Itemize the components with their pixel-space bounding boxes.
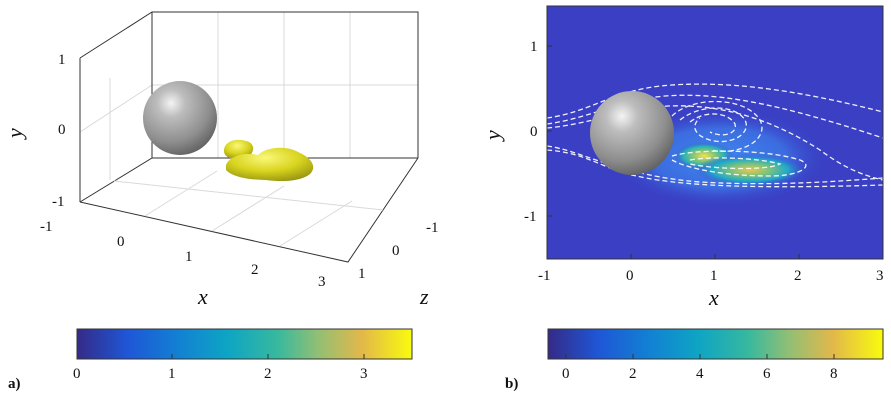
panel-b-ylabel: y: [480, 130, 505, 142]
panel-b-colorbar: [547, 328, 884, 360]
panel-a-cbar-tick-2: 1: [168, 366, 176, 382]
panel-b-cbar-tick-5: 8: [830, 366, 838, 382]
panel-a-ytick-2: 0: [58, 122, 66, 138]
panel-b-heatmap: 1 0 -1 y -1 0 1 2 3 x 0 2 4 6 8 b): [480, 5, 884, 392]
panel-a-isosurface: [224, 139, 314, 182]
panel-b-xtick-5: 3: [876, 268, 884, 284]
panel-b-cbar-tick-2: 2: [629, 366, 637, 382]
panel-a-xtick-1: -1: [40, 219, 53, 235]
panel-b-xtick-2: 0: [626, 268, 634, 284]
panel-a-zlabel: z: [419, 284, 429, 309]
panel-a-colorbar-ticks: [76, 354, 365, 359]
panel-b-cbar-tick-3: 4: [696, 366, 704, 382]
panel-a-xtick-4: 2: [251, 262, 259, 278]
panel-b-hotspot-2: [695, 154, 805, 186]
panel-b-ytick-3: -1: [524, 209, 537, 225]
panel-b-ytick-1: 1: [530, 39, 538, 55]
panel-a-sphere: [143, 81, 217, 155]
panel-a-3d-plot: 1 0 -1 y -1 0 1 2 3 x -1 0 1 z 0 1 2 3 a…: [2, 11, 439, 392]
panel-b-ytick-2: 0: [530, 124, 538, 140]
panel-a-colorbar: [76, 328, 413, 360]
panel-a-ylabel: y: [2, 128, 27, 140]
panel-a-xtick-2: 0: [117, 234, 125, 250]
panel-a-ztick-1: -1: [426, 220, 439, 236]
panel-a-ztick-3: 1: [358, 266, 366, 282]
panel-b-sphere: [590, 91, 674, 175]
panel-a-cbar-tick-3: 2: [264, 366, 272, 382]
panel-a-cbar-tick-1: 0: [73, 366, 81, 382]
panel-a-ztick-2: 0: [392, 243, 400, 259]
panel-a-xtick-5: 3: [318, 274, 326, 290]
panel-b-label: b): [505, 376, 518, 392]
panel-a-xtick-3: 1: [185, 249, 193, 265]
panel-b-xtick-1: -1: [538, 268, 551, 284]
panel-a-box-frame: [79, 11, 419, 263]
panel-a-xlabel: x: [197, 284, 208, 309]
panel-b-colorbar-ticks: [565, 354, 835, 359]
panel-b-xlabel: x: [708, 285, 719, 310]
panel-a-ytick-1: 1: [58, 52, 66, 68]
panel-b-xtick-4: 2: [794, 268, 802, 284]
panel-a-ytick-3: -1: [52, 194, 65, 210]
panel-a-label: a): [8, 376, 21, 392]
panel-b-axis-ticks: [547, 45, 800, 259]
panel-a-floor-grid: [113, 170, 384, 247]
panel-b-cbar-tick-4: 6: [763, 366, 771, 382]
panel-b-cbar-tick-1: 0: [562, 366, 570, 382]
panel-a-cbar-tick-4: 3: [360, 366, 368, 382]
panel-b-xtick-3: 1: [710, 268, 718, 284]
